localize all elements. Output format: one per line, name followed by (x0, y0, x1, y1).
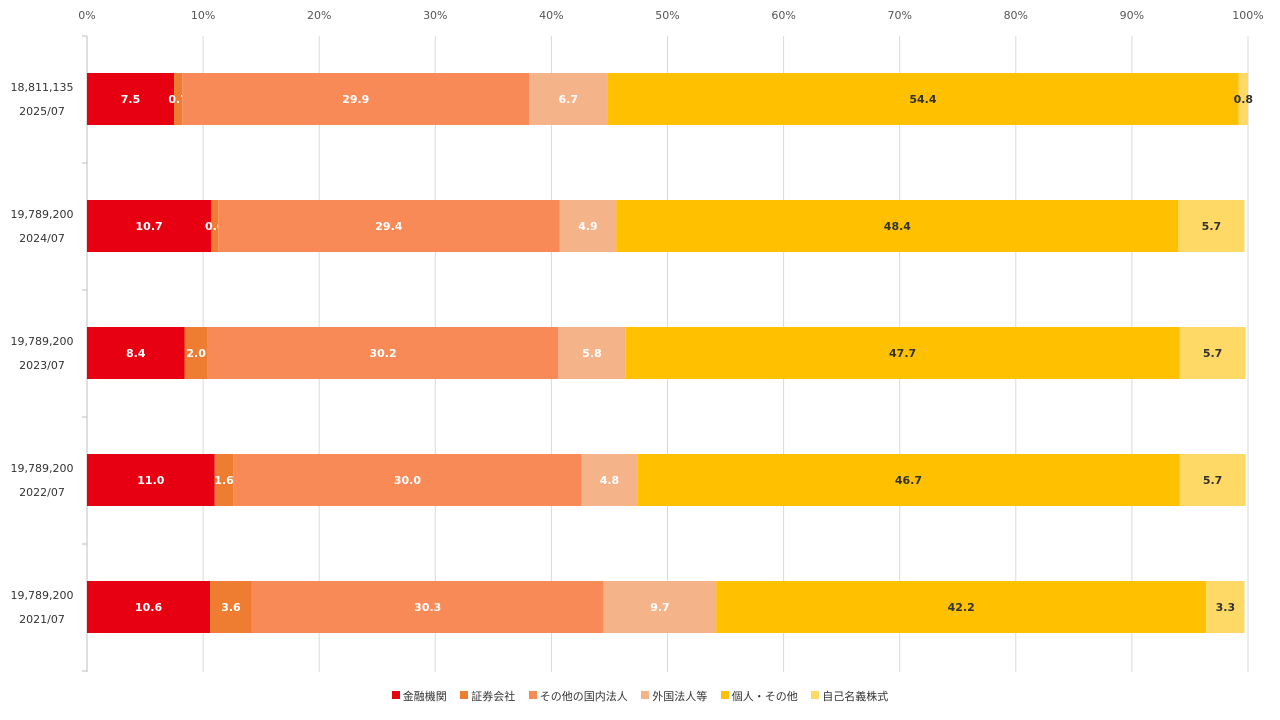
data-label: 48.4 (884, 220, 911, 233)
bar-segment (1178, 200, 1245, 252)
data-label: 9.7 (650, 601, 670, 614)
bar-segment (1206, 581, 1245, 633)
bar-segment (637, 454, 1180, 506)
data-label: 8.4 (126, 347, 146, 360)
x-tick-label: 30% (423, 9, 447, 22)
legend-label: その他の国内法人 (539, 690, 628, 703)
legend-item-domestic-corp: その他の国内法人 (528, 688, 628, 704)
bar-segment (251, 581, 604, 633)
data-label: 7.5 (121, 93, 141, 106)
legend-item-foreign-corp: 外国法人等 (641, 688, 707, 704)
bar-segment (716, 581, 1207, 633)
row-date-label: 2022/07 (19, 486, 65, 499)
data-label: 29.4 (375, 220, 402, 233)
legend-swatch (811, 691, 820, 699)
bar-segment (214, 454, 234, 506)
x-tick-label: 40% (539, 9, 563, 22)
bar-segment (218, 200, 560, 252)
bar-segment (1179, 454, 1246, 506)
bar-segment (174, 73, 183, 125)
legend-item-financial: 金融機関 (391, 688, 447, 704)
data-label: 47.7 (889, 347, 916, 360)
bar-segment (1238, 73, 1248, 125)
data-label: 30.3 (414, 601, 441, 614)
data-label: 5.8 (582, 347, 602, 360)
x-tick-label: 50% (655, 9, 679, 22)
data-label: 5.7 (1203, 474, 1223, 487)
bar-segment (87, 327, 185, 379)
bar-segment (559, 200, 617, 252)
data-label: 30.2 (369, 347, 396, 360)
data-label: 3.6 (221, 601, 241, 614)
bar-segment (184, 327, 208, 379)
data-label: 11.0 (137, 474, 164, 487)
legend-swatch (391, 691, 400, 699)
data-label: 0.8 (1234, 93, 1254, 106)
bar-segment (1179, 327, 1246, 379)
legend-swatch (460, 691, 469, 699)
x-tick-label: 80% (1004, 9, 1028, 22)
bar-segment (558, 327, 626, 379)
legend-swatch (720, 691, 729, 699)
data-label: 29.9 (342, 93, 369, 106)
legend-label: 外国法人等 (652, 690, 708, 703)
bar-segment (603, 581, 717, 633)
data-label: 1.6 (214, 474, 234, 487)
bar-segment (87, 454, 215, 506)
bar-segment (233, 454, 582, 506)
legend-label: 証券会社 (471, 690, 516, 703)
bar-segment (87, 73, 175, 125)
x-tick-label: 20% (307, 9, 331, 22)
row-date-label: 2023/07 (19, 359, 65, 372)
data-label: 3.3 (1216, 601, 1236, 614)
bar-segment (207, 327, 559, 379)
bar-segment (625, 327, 1180, 379)
bar-segment (87, 581, 211, 633)
x-tick-label: 0% (78, 9, 95, 22)
row-count-label: 19,789,200 (11, 589, 74, 602)
legend-item-securities: 証券会社 (460, 688, 515, 704)
row-date-label: 2025/07 (19, 105, 65, 118)
data-label: 30.0 (394, 474, 421, 487)
legend-item-treasury-stock: 自己名義株式 (811, 688, 888, 704)
chart-legend: 金融機関 証券会社 その他の国内法人 外国法人等 個人・その他 自己名義株式 (0, 688, 1280, 704)
legend-swatch (641, 691, 650, 699)
legend-label: 個人・その他 (731, 690, 798, 703)
row-count-label: 19,789,200 (11, 208, 74, 221)
x-tick-label: 10% (191, 9, 215, 22)
x-tick-label: 90% (1120, 9, 1144, 22)
row-date-label: 2024/07 (19, 232, 65, 245)
legend-label: 自己名義株式 (822, 690, 889, 703)
data-label: 4.8 (600, 474, 620, 487)
bar-segment (607, 73, 1239, 125)
data-label: 46.7 (895, 474, 922, 487)
legend-swatch (528, 691, 537, 699)
row-count-label: 19,789,200 (11, 462, 74, 475)
data-label: 2.0 (186, 347, 206, 360)
bar-segment (182, 73, 530, 125)
data-label: 54.4 (909, 93, 936, 106)
x-tick-label: 60% (771, 9, 795, 22)
legend-label: 金融機関 (402, 690, 447, 703)
bar-segment (616, 200, 1179, 252)
legend-item-individual: 個人・その他 (720, 688, 798, 704)
data-label: 5.7 (1203, 347, 1223, 360)
row-count-label: 18,811,135 (11, 81, 74, 94)
x-tick-label: 70% (887, 9, 911, 22)
row-count-label: 19,789,200 (11, 335, 74, 348)
data-label: 10.7 (136, 220, 163, 233)
bar-segment (581, 454, 638, 506)
x-tick-label: 100% (1232, 9, 1263, 22)
row-date-label: 2021/07 (19, 613, 65, 626)
data-label: 5.7 (1202, 220, 1222, 233)
data-label: 10.6 (135, 601, 162, 614)
data-label: 6.7 (558, 93, 578, 106)
data-label: 4.9 (578, 220, 598, 233)
bar-segment (529, 73, 608, 125)
bar-segment (87, 200, 212, 252)
bar-segment (210, 581, 252, 633)
bar-segment (211, 200, 219, 252)
data-label: 42.2 (948, 601, 975, 614)
